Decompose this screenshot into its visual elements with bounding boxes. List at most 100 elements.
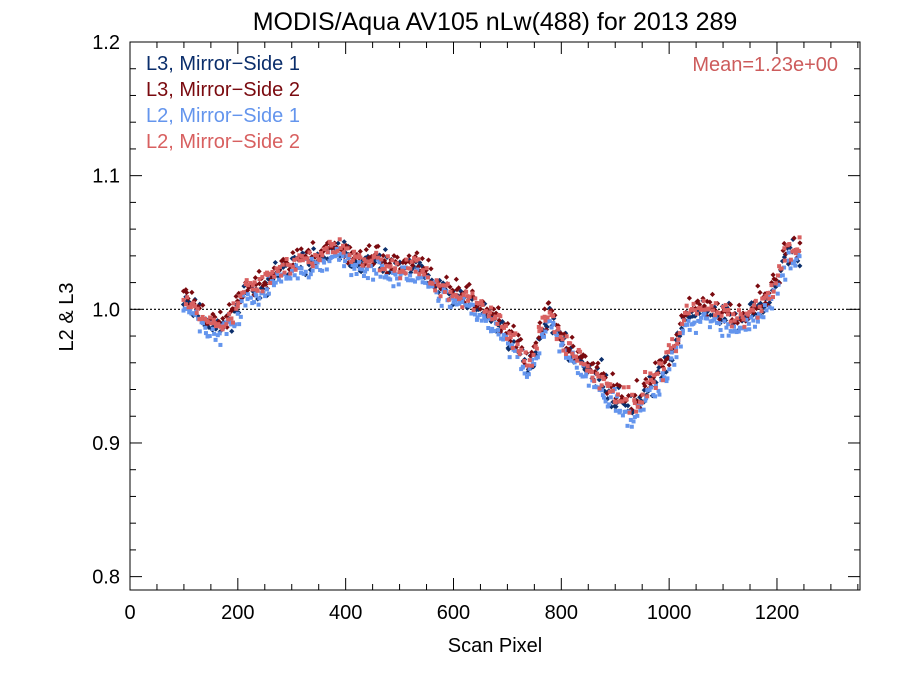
point-series-4 bbox=[793, 251, 798, 256]
point-series-4 bbox=[250, 287, 255, 292]
y-tick-label: 1.0 bbox=[92, 299, 120, 321]
point-series-4 bbox=[659, 361, 664, 366]
point-series-3 bbox=[263, 294, 268, 299]
point-series-4 bbox=[606, 384, 611, 389]
point-series-2 bbox=[297, 255, 303, 261]
point-series-3 bbox=[702, 311, 707, 316]
point-series-4 bbox=[265, 272, 270, 277]
point-series-2 bbox=[233, 293, 239, 299]
point-series-4 bbox=[615, 392, 620, 397]
point-series-3 bbox=[698, 319, 703, 324]
point-series-4 bbox=[590, 375, 595, 380]
point-series-3 bbox=[529, 357, 534, 362]
point-series-4 bbox=[556, 327, 561, 332]
point-series-3 bbox=[354, 262, 359, 267]
point-series-2 bbox=[469, 288, 476, 294]
point-series-4 bbox=[218, 324, 223, 329]
point-series-3 bbox=[792, 259, 797, 264]
point-series-1 bbox=[616, 385, 622, 391]
point-series-3 bbox=[423, 280, 428, 285]
point-series-4 bbox=[366, 263, 371, 268]
point-series-4 bbox=[181, 297, 186, 302]
point-series-4 bbox=[495, 322, 500, 327]
x-axis: 0 200 400 600 800 1000 1200 bbox=[124, 42, 859, 624]
point-series-3 bbox=[764, 308, 769, 313]
point-series-4 bbox=[574, 354, 579, 359]
point-series-4 bbox=[523, 350, 528, 355]
point-series-4 bbox=[290, 264, 295, 269]
point-series-4 bbox=[229, 316, 234, 321]
point-series-2 bbox=[558, 330, 564, 337]
point-series-4 bbox=[534, 346, 539, 351]
point-series-4 bbox=[413, 269, 418, 274]
point-series-3 bbox=[403, 265, 408, 270]
point-series-4 bbox=[760, 296, 765, 301]
point-series-4 bbox=[587, 369, 592, 374]
point-series-2 bbox=[546, 300, 552, 306]
point-series-2 bbox=[600, 370, 607, 377]
point-series-4 bbox=[640, 392, 645, 397]
point-series-3 bbox=[547, 319, 552, 324]
point-series-3 bbox=[693, 330, 698, 335]
point-series-3 bbox=[279, 279, 284, 284]
point-series-3 bbox=[584, 371, 589, 376]
point-series-2 bbox=[511, 323, 517, 329]
point-series-3 bbox=[510, 343, 515, 348]
point-series-3 bbox=[271, 283, 276, 288]
point-series-3 bbox=[436, 296, 441, 301]
point-series-3 bbox=[726, 333, 731, 338]
point-series-1 bbox=[345, 243, 351, 249]
point-series-3 bbox=[607, 402, 612, 407]
point-series-2 bbox=[647, 381, 653, 387]
point-series-4 bbox=[677, 331, 682, 336]
point-series-3 bbox=[371, 277, 376, 282]
point-series-3 bbox=[391, 284, 396, 289]
point-series-2 bbox=[456, 285, 462, 291]
x-tick-label: 600 bbox=[437, 602, 470, 624]
point-series-1 bbox=[307, 267, 314, 273]
point-series-1 bbox=[285, 271, 291, 278]
point-series-2 bbox=[658, 357, 664, 363]
point-series-4 bbox=[740, 315, 745, 320]
point-series-3 bbox=[205, 334, 210, 339]
point-series-3 bbox=[605, 404, 610, 409]
point-series-2 bbox=[753, 305, 760, 312]
point-series-4 bbox=[380, 266, 385, 271]
point-series-3 bbox=[197, 329, 202, 334]
point-series-4 bbox=[347, 253, 352, 258]
point-series-2 bbox=[700, 295, 706, 301]
point-series-3 bbox=[726, 322, 731, 327]
point-series-4 bbox=[757, 304, 762, 309]
legend-entry-l2-ms1: L2, Mirror−Side 1 bbox=[146, 105, 300, 127]
point-series-3 bbox=[770, 306, 775, 311]
point-series-3 bbox=[560, 341, 565, 346]
point-series-4 bbox=[243, 282, 248, 287]
point-series-4 bbox=[755, 315, 760, 320]
point-series-4 bbox=[782, 258, 787, 263]
point-series-1 bbox=[533, 349, 539, 355]
point-series-3 bbox=[410, 278, 415, 283]
point-series-4 bbox=[488, 310, 493, 315]
point-series-3 bbox=[692, 320, 697, 325]
point-series-4 bbox=[310, 264, 315, 269]
point-series-4 bbox=[493, 314, 498, 319]
point-series-4 bbox=[604, 381, 609, 386]
point-series-4 bbox=[236, 301, 241, 306]
point-series-1 bbox=[258, 285, 264, 291]
point-series-3 bbox=[372, 268, 377, 273]
point-series-1 bbox=[797, 263, 803, 269]
point-series-3 bbox=[312, 260, 317, 265]
point-series-2 bbox=[709, 291, 716, 298]
point-series-4 bbox=[274, 266, 279, 271]
point-series-1 bbox=[380, 268, 386, 275]
point-series-3 bbox=[207, 334, 212, 339]
point-series-2 bbox=[514, 339, 521, 345]
point-series-4 bbox=[282, 270, 287, 275]
point-series-4 bbox=[731, 312, 736, 317]
point-series-3 bbox=[625, 423, 630, 428]
point-series-3 bbox=[535, 355, 540, 360]
point-series-3 bbox=[393, 272, 398, 277]
point-series-4 bbox=[522, 358, 527, 363]
point-series-3 bbox=[301, 271, 306, 276]
